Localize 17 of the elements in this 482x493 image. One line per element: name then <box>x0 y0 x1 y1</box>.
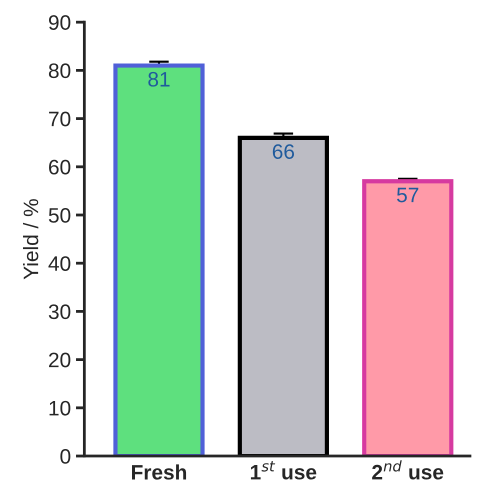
x-tick-label: 1$^{st}$ use <box>250 461 316 480</box>
y-tick-label: 30 <box>48 304 70 320</box>
data-label: 66 <box>272 144 294 159</box>
y-tick-label: 90 <box>48 15 70 30</box>
data-label: 81 <box>148 72 170 87</box>
y-tick-label: 20 <box>49 352 70 368</box>
y-tick-label: 40 <box>48 256 70 271</box>
y-tick-label: 80 <box>48 63 70 78</box>
y-tick-label: 50 <box>48 208 70 223</box>
y-tick-label: 70 <box>49 112 70 126</box>
x-tick-label: 2$^{nd}$ use <box>372 460 444 480</box>
y-tick-label: 60 <box>49 160 70 175</box>
y-tick-label: 10 <box>50 400 70 416</box>
x-tick-label: Fresh <box>132 464 186 480</box>
data-label: 57 <box>397 188 418 202</box>
y-tick-label: 0 <box>60 449 70 464</box>
y-axis-title: Yield / % <box>23 199 38 280</box>
